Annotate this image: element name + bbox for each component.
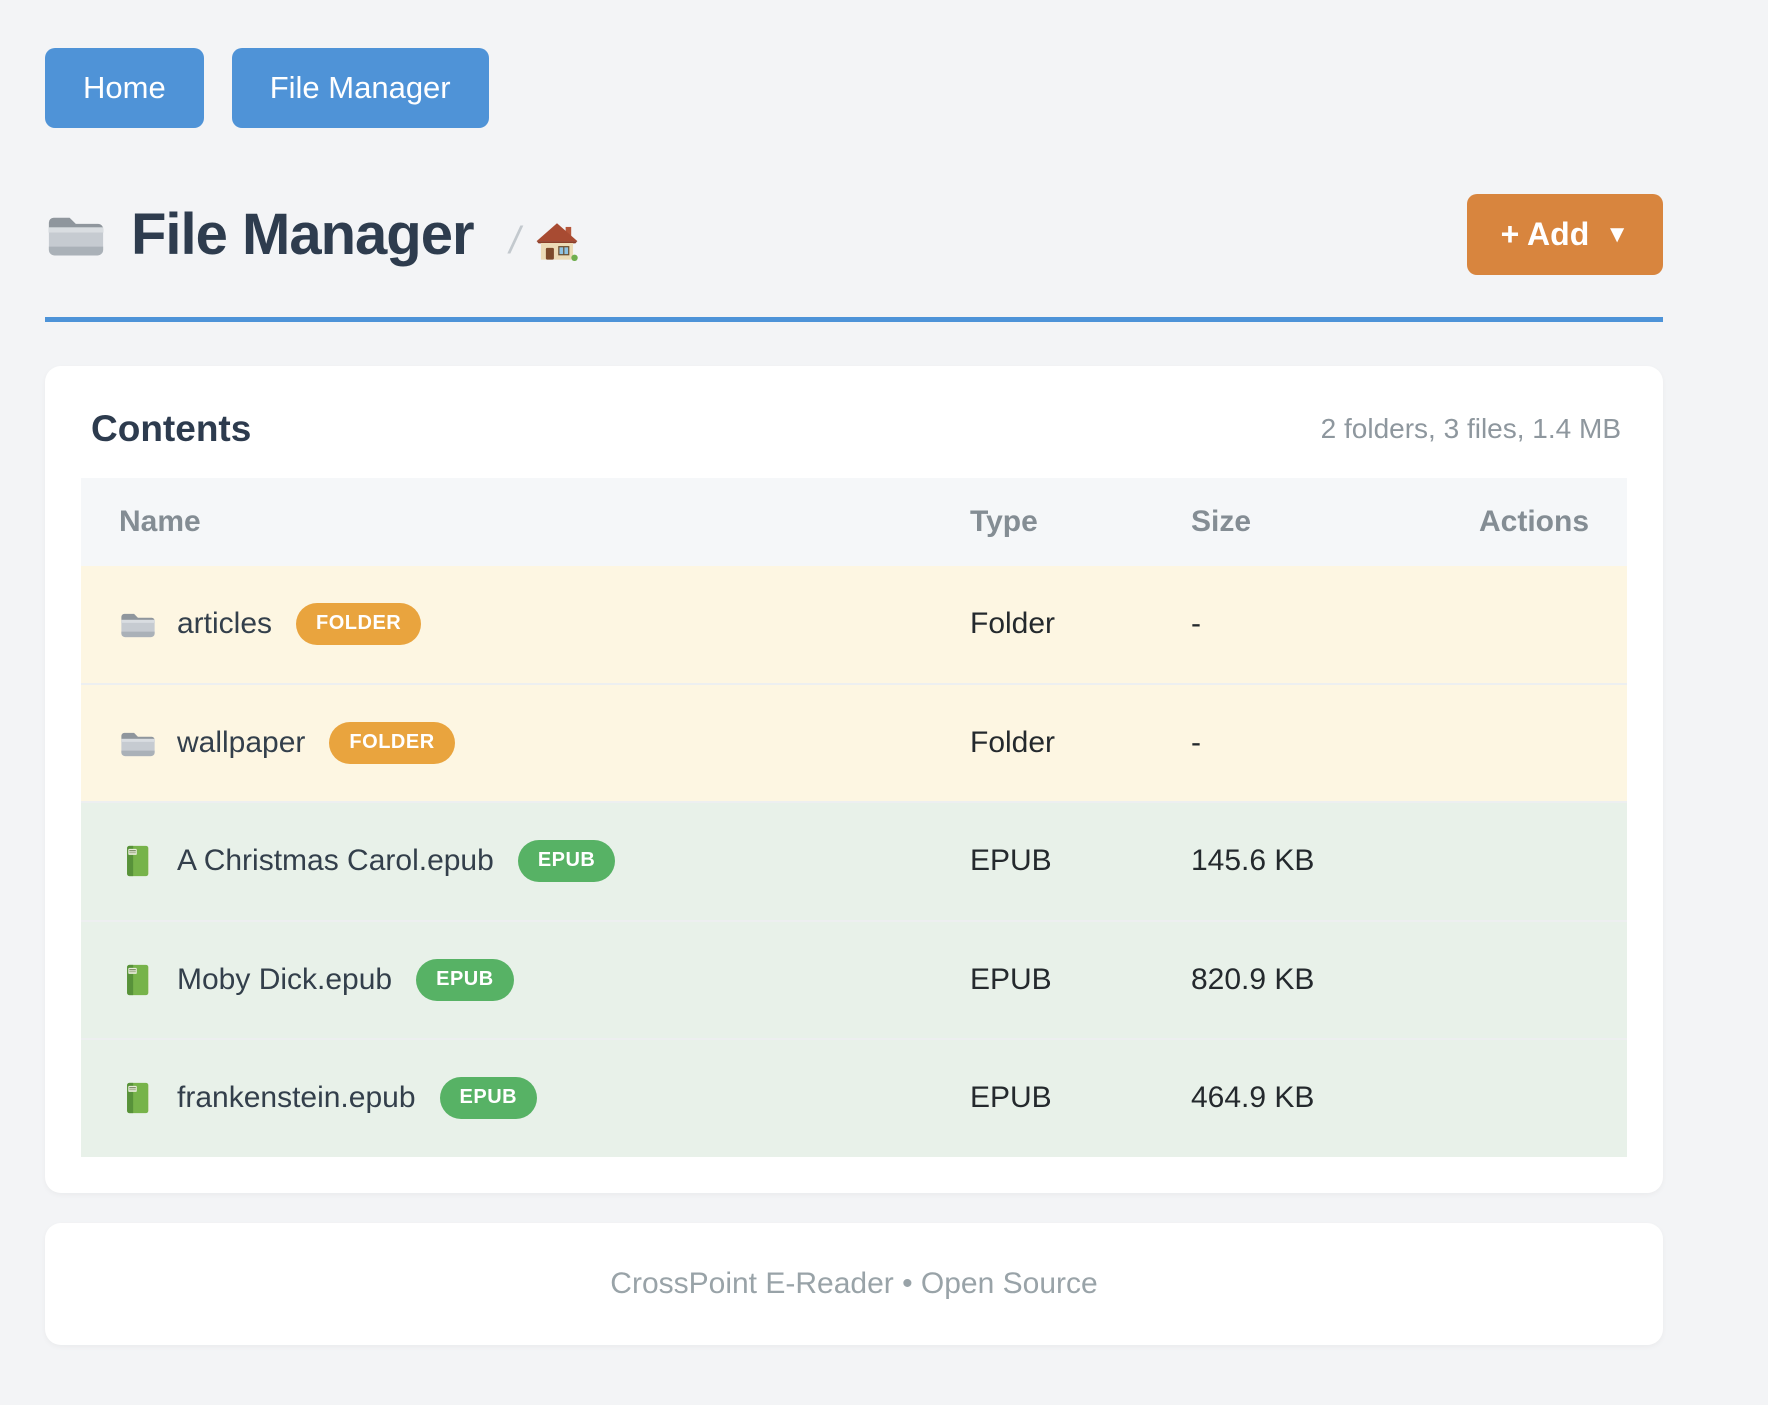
contents-summary: 2 folders, 3 files, 1.4 MB	[1320, 413, 1621, 444]
trash-icon	[1479, 605, 1517, 639]
breadcrumb: /	[510, 220, 579, 263]
page-header: File Manager / + Add ▼	[45, 194, 1663, 275]
file-manager-nav-button[interactable]: File Manager	[231, 48, 489, 128]
delete-button[interactable]	[1479, 839, 1517, 881]
item-size: -	[1191, 607, 1201, 641]
item-size: 820.9 KB	[1191, 919, 1479, 1039]
column-header-size: Size	[1191, 505, 1252, 538]
book-icon	[119, 844, 157, 878]
item-name-link[interactable]: wallpaper	[177, 725, 306, 759]
book-icon	[119, 1081, 157, 1115]
type-badge: EPUB	[517, 840, 616, 883]
column-header-type: Type	[970, 505, 1038, 538]
trash-icon	[1479, 1079, 1517, 1113]
table-row: wallpaper FOLDER Folder -	[81, 682, 1627, 802]
title-divider	[45, 317, 1663, 322]
table-header-row: Name Type Size Actions	[81, 478, 1627, 566]
home-nav-button[interactable]: Home	[45, 48, 204, 128]
folder-icon	[45, 209, 107, 261]
item-name-link[interactable]: frankenstein.epub	[177, 1081, 416, 1115]
breadcrumb-separator: /	[509, 220, 521, 262]
type-badge: EPUB	[439, 1077, 538, 1120]
item-type: EPUB	[970, 801, 1191, 921]
type-badge: EPUB	[416, 958, 514, 1001]
item-name-link[interactable]: articles	[177, 607, 273, 641]
item-name-link[interactable]: A Christmas Carol.epub	[177, 844, 494, 878]
trash-icon	[1479, 723, 1517, 757]
table-row: frankenstein.epub EPUB EPUB 464.9 KB	[81, 1038, 1627, 1157]
footer: CrossPoint E-Reader • Open Source	[45, 1222, 1663, 1345]
delete-button[interactable]	[1479, 958, 1517, 1000]
item-size: 145.6 KB	[1191, 801, 1479, 921]
item-size: 464.9 KB	[1191, 1038, 1479, 1157]
item-type: Folder	[970, 607, 1056, 641]
footer-text: CrossPoint E-Reader • Open Source	[610, 1266, 1098, 1300]
item-name-link[interactable]: Moby Dick.epub	[177, 962, 393, 996]
column-header-actions: Actions	[1479, 505, 1590, 538]
files-table: Name Type Size Actions articles FOLDER F…	[81, 478, 1627, 1157]
table-row: A Christmas Carol.epub EPUB EPUB 145.6 K…	[81, 801, 1627, 921]
contents-heading: Contents	[91, 408, 252, 449]
table-row: articles FOLDER Folder -	[81, 566, 1627, 684]
page-title: File Manager	[131, 202, 475, 267]
top-nav: Home File Manager	[45, 48, 1663, 128]
add-button[interactable]: + Add ▼	[1466, 194, 1663, 275]
delete-button[interactable]	[1479, 721, 1517, 763]
type-badge: FOLDER	[296, 603, 422, 646]
type-badge: FOLDER	[329, 721, 455, 764]
contents-card: Contents 2 folders, 3 files, 1.4 MB Name…	[45, 366, 1663, 1193]
home-icon[interactable]	[536, 222, 578, 262]
delete-button[interactable]	[1479, 1076, 1517, 1118]
item-type: EPUB	[970, 1038, 1191, 1157]
caret-down-icon: ▼	[1605, 220, 1629, 248]
column-header-name: Name	[119, 505, 201, 538]
add-button-label: + Add	[1500, 216, 1590, 252]
item-size: -	[1191, 682, 1479, 802]
folder-icon	[119, 607, 157, 641]
item-type: Folder	[970, 682, 1191, 802]
table-row: Moby Dick.epub EPUB EPUB 820.9 KB	[81, 919, 1627, 1039]
trash-icon	[1479, 842, 1517, 876]
book-icon	[119, 963, 157, 997]
item-type: EPUB	[970, 919, 1191, 1039]
folder-icon	[119, 726, 157, 760]
trash-icon	[1479, 960, 1517, 994]
delete-button[interactable]	[1479, 602, 1517, 644]
